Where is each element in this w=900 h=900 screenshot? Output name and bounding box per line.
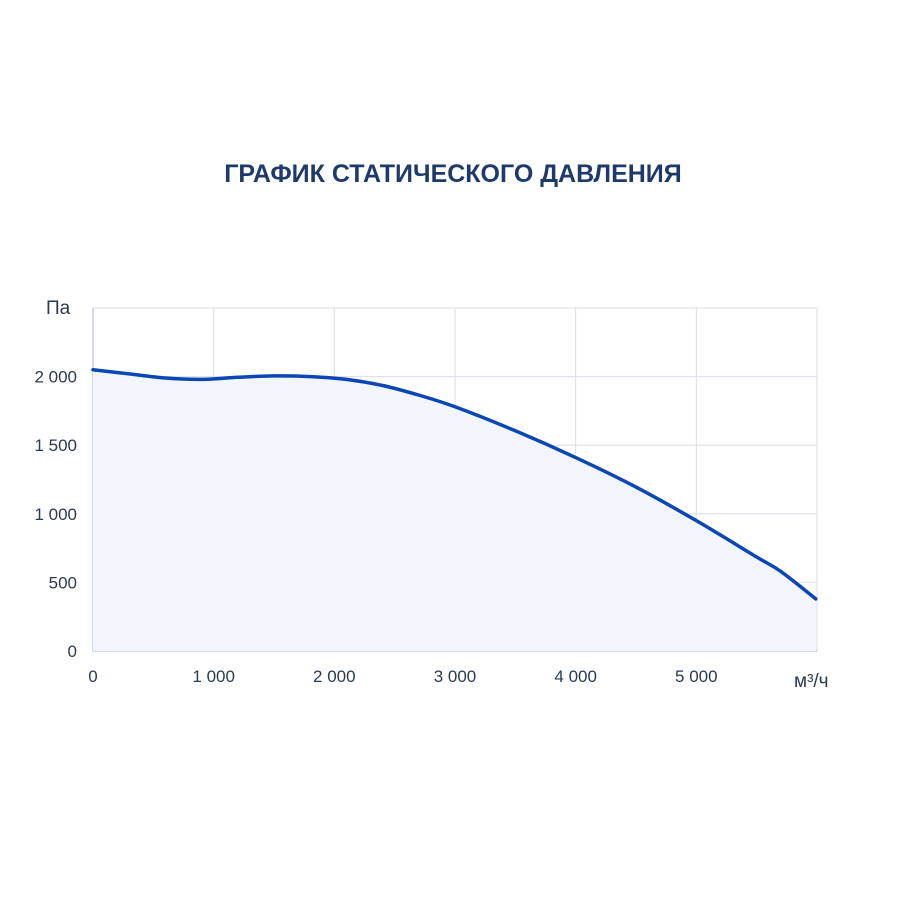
y-tick-label: 0 [68, 642, 77, 661]
chart-title: ГРАФИК СТАТИЧЕСКОГО ДАВЛЕНИЯ [224, 160, 682, 188]
x-tick-label: 0 [88, 667, 97, 686]
x-tick-label: 2 000 [313, 667, 356, 686]
x-tick-label: 4 000 [554, 667, 597, 686]
axis-ticks: 0 500 1 000 1 500 2 000 0 1 000 2 000 3 000 4 000… [34, 368, 717, 686]
x-tick-label: 3 000 [434, 667, 477, 686]
pressure-curve [91, 367, 818, 601]
y-tick-label: 1 000 [34, 505, 77, 524]
pressure-area-fill [93, 369, 816, 651]
y-axis-label: Па [46, 298, 71, 319]
x-tick-label: 1 000 [192, 667, 235, 686]
y-tick-label: 1 500 [34, 436, 77, 455]
y-tick-label: 500 [49, 573, 77, 592]
y-tick-label: 2 000 [34, 368, 77, 387]
x-tick-label: 5 000 [675, 667, 718, 686]
x-axis-label: м³/ч [794, 671, 829, 692]
